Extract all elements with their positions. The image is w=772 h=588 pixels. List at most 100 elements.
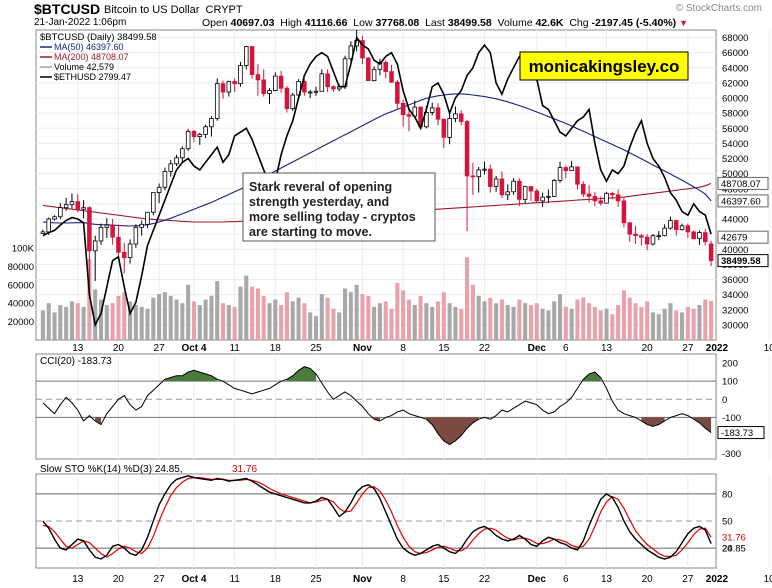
x-tick-label-bottom: 11 <box>229 574 240 585</box>
candle-body <box>214 83 220 119</box>
cci-title: CCI(20) -183.73 <box>40 356 112 367</box>
volume-bar <box>337 312 342 340</box>
volume-bar <box>656 314 661 340</box>
chart-header: $BTCUSD Bitcoin to US Dollar CRYPT 21-Ja… <box>0 0 772 30</box>
candle-body <box>610 192 615 196</box>
price-tick-label: 58000 <box>722 109 748 120</box>
volume-bar <box>139 306 144 340</box>
volume-bar <box>360 294 365 340</box>
candle-body <box>92 240 98 252</box>
symbol-subtitle: Bitcoin to US Dollar CRYPT <box>104 4 243 16</box>
volume-bar <box>128 301 133 340</box>
volume-bar <box>476 295 481 340</box>
open-value: 40697.03 <box>230 17 275 29</box>
price-tick-label: 68000 <box>722 33 748 44</box>
candle-body <box>441 118 447 138</box>
volume-bar <box>325 297 330 340</box>
x-tick-label-bottom: 20 <box>113 574 125 585</box>
price-tick-label: 40000 <box>722 245 748 256</box>
x-tick-label-bottom: 13 <box>601 574 613 585</box>
ma50-line <box>42 93 712 227</box>
volume-bar <box>412 305 417 340</box>
candle-body <box>203 126 208 135</box>
candle-body <box>151 192 156 213</box>
candle-body <box>162 170 168 188</box>
candle-body <box>493 178 499 187</box>
candle-body <box>58 207 63 218</box>
candle-body <box>75 201 81 210</box>
candle-body <box>703 232 708 243</box>
x-tick-label-bottom: Dec <box>528 574 547 585</box>
candle-body <box>284 87 290 110</box>
candle-body <box>273 75 278 91</box>
price-tick-label: 34000 <box>722 290 748 301</box>
price-tick-label: 60000 <box>722 94 748 105</box>
candle-body <box>325 73 330 88</box>
candle-body <box>464 121 470 177</box>
volume-tick-label: 60000 <box>8 280 34 291</box>
candle-body <box>650 235 656 245</box>
cci-oversold-fill <box>426 417 479 445</box>
cci-tick-label: 100 <box>722 377 738 388</box>
cci-tick-label: 200 <box>722 359 738 370</box>
x-tick-label: 10 <box>764 343 772 354</box>
candle-body <box>81 207 86 210</box>
x-tick-label-bottom: Nov <box>353 574 372 585</box>
candle-body <box>302 81 307 93</box>
volume-bar <box>627 297 632 340</box>
candle-body <box>586 193 592 197</box>
candle-body <box>627 222 633 235</box>
eth-overlay-line <box>42 35 712 328</box>
open-label: Open <box>202 17 228 29</box>
candle-body <box>575 166 580 185</box>
volume-bar <box>308 312 313 340</box>
candle-body <box>668 220 673 229</box>
cci-tick-label: 0 <box>722 395 727 406</box>
price-value-box <box>717 176 769 190</box>
annotation-box <box>242 172 436 242</box>
volume-bar <box>697 305 702 340</box>
x-tick-label: 11 <box>229 343 240 354</box>
volume-bar <box>581 297 586 340</box>
high-label: High <box>280 17 302 29</box>
volume-bar <box>93 289 98 340</box>
volume-bar <box>709 300 714 340</box>
volume-bar <box>81 306 86 340</box>
volume-bar <box>447 303 452 340</box>
cci-tick-label: -100 <box>722 413 741 424</box>
volume-bar <box>372 306 377 340</box>
candle-body <box>267 90 272 94</box>
candle-body <box>389 71 394 83</box>
volume-bar <box>488 297 493 340</box>
candle-body <box>656 235 662 238</box>
volume-bar <box>232 306 237 340</box>
candle-body <box>615 194 621 202</box>
volume-bar <box>261 295 266 340</box>
price-tick-label: 30000 <box>722 320 748 331</box>
volume-tick-label: 80000 <box>8 262 34 273</box>
price-value-box <box>717 230 769 244</box>
candle-body <box>546 195 551 198</box>
candle-body <box>69 201 75 206</box>
x-tick-label: 27 <box>154 343 166 354</box>
volume-bar <box>610 314 615 340</box>
volume-bar <box>552 301 557 340</box>
candle-body <box>505 191 510 196</box>
candle-body <box>261 79 266 94</box>
candle-body <box>232 81 237 85</box>
candle-body <box>104 224 110 228</box>
volume-bar <box>435 301 441 340</box>
candle-body <box>98 226 104 242</box>
candle-body <box>662 227 667 237</box>
candle-body <box>145 211 150 225</box>
high-value: 41116.66 <box>304 17 348 29</box>
volume-bar <box>209 295 214 340</box>
sto-tick-label: 20 <box>722 544 733 555</box>
volume-bar <box>186 284 191 340</box>
cci-overbought-fill <box>164 370 218 382</box>
last-label: Last <box>425 17 445 29</box>
x-tick-label: 2022 <box>706 343 729 354</box>
candle-body <box>534 190 540 202</box>
price-tick-label: 36000 <box>722 275 748 286</box>
